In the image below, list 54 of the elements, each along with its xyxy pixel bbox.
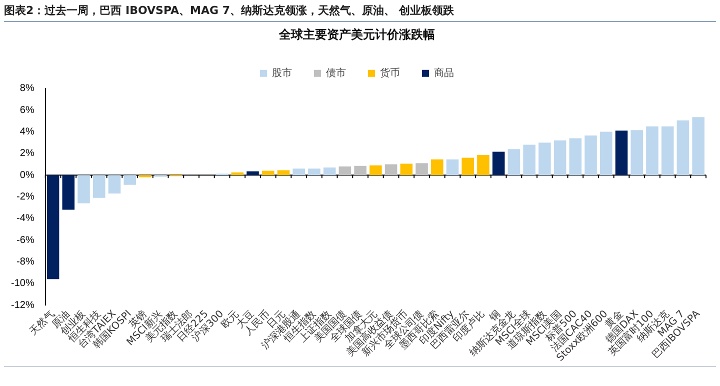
bar	[646, 126, 658, 176]
y-tick-label: -4%	[16, 213, 34, 224]
bar	[354, 166, 366, 176]
y-tick-label: 8%	[20, 83, 34, 94]
bar	[338, 166, 352, 176]
y-tick-label: 6%	[20, 104, 34, 116]
bar	[323, 168, 336, 176]
bar	[630, 130, 644, 176]
bar	[600, 132, 612, 176]
bar	[92, 175, 106, 198]
bar	[108, 175, 121, 194]
bar	[400, 164, 413, 176]
bar	[508, 149, 520, 176]
legend-label: 股市	[272, 66, 292, 79]
y-tick-label: -2%	[16, 192, 34, 203]
bar	[554, 140, 566, 176]
y-tick-label: -10%	[10, 278, 34, 290]
bar	[62, 175, 75, 210]
bar	[569, 138, 582, 176]
legend-label: 货币	[380, 66, 400, 79]
y-tick-label: 0%	[20, 170, 34, 181]
bar	[231, 172, 244, 176]
bar	[46, 175, 60, 280]
bar	[292, 168, 305, 176]
bar	[430, 159, 444, 176]
y-tick-label: -8%	[16, 256, 34, 268]
bar	[446, 159, 459, 176]
bar	[462, 158, 474, 176]
legend-label: 商品	[434, 66, 454, 79]
bar	[615, 130, 628, 176]
bar	[308, 168, 320, 176]
legend-label: 债市	[326, 66, 346, 79]
bar	[384, 164, 398, 176]
y-tick-label: 4%	[20, 126, 34, 138]
bar	[246, 171, 259, 176]
y-tick-label: 2%	[20, 148, 34, 160]
bar	[124, 175, 136, 185]
text: 图表2：过去一周，巴西 IBOVSPA、MAG 7、纳斯达克领涨，天然气、原油、 创业板领跌	[4, 3, 716, 22]
bar	[538, 142, 551, 176]
bar	[416, 163, 428, 176]
y-tick-label: -6%	[16, 234, 34, 246]
bar	[692, 117, 704, 176]
bar	[492, 152, 505, 176]
bar	[523, 144, 536, 176]
bar	[676, 120, 690, 176]
y-tick-label: -12%	[10, 300, 34, 311]
bar	[262, 170, 274, 176]
bar	[477, 155, 490, 176]
bar	[584, 136, 597, 176]
bar	[78, 175, 90, 204]
chart-title: 全球主要资产美元计价涨跌幅	[278, 27, 435, 42]
bar	[277, 170, 290, 176]
bar	[661, 126, 674, 176]
bar	[370, 165, 382, 176]
